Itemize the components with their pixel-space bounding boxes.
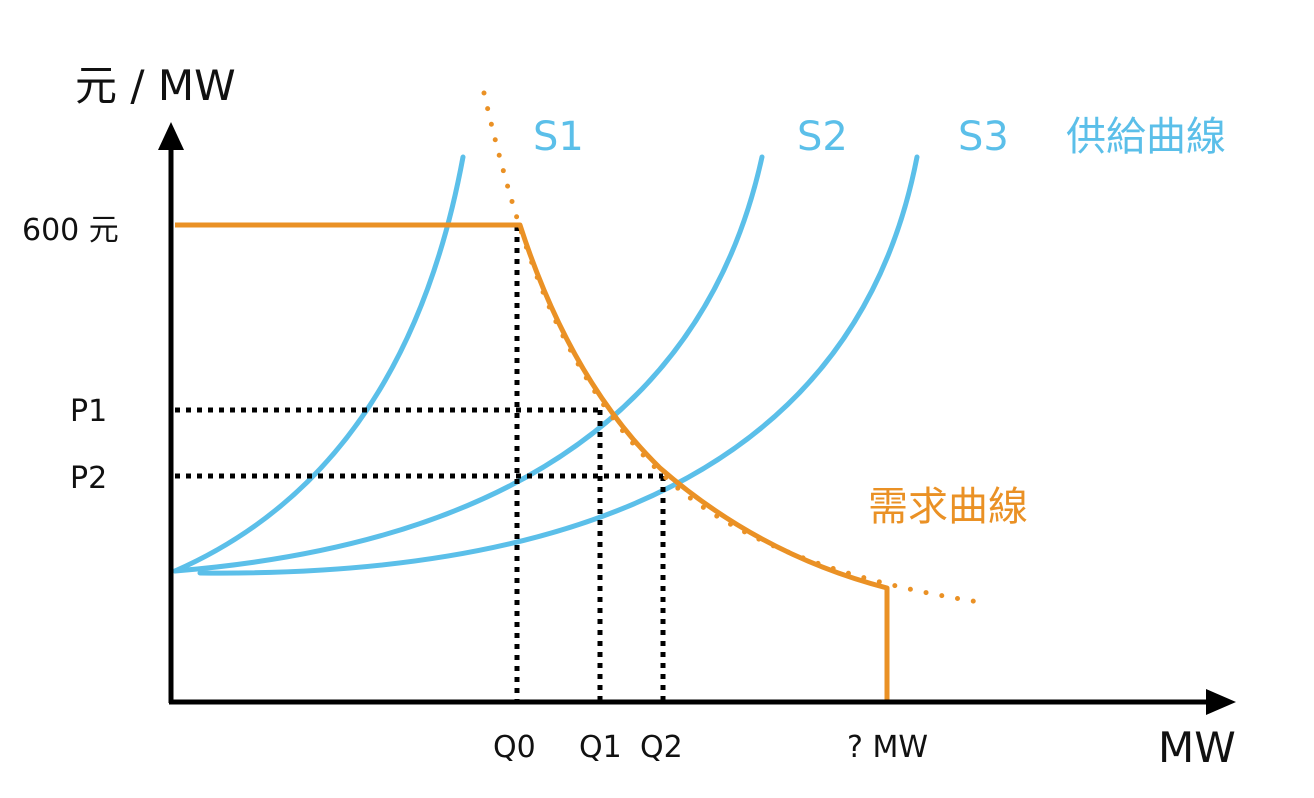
x-axis-title: MW: [1158, 723, 1236, 772]
q1-label: Q1: [579, 730, 622, 765]
supply-label-s2: S2: [797, 114, 848, 160]
price-cap-label: 600 元: [22, 213, 119, 248]
max-quantity-label: ? MW: [847, 730, 928, 765]
supply-curve-s3: [197, 154, 920, 576]
supply-label-s1: S1: [533, 114, 584, 160]
q2-label: Q2: [640, 730, 683, 765]
supply-curve-s2: [172, 154, 765, 574]
p2-label: P2: [70, 461, 107, 496]
supply-curve-title: 供給曲線: [1066, 114, 1226, 160]
y-axis-arrowhead: [158, 122, 184, 150]
demand-curve-title: 需求曲線: [868, 484, 1028, 530]
demand-curve-effective: [175, 222, 890, 700]
q0-label: Q0: [493, 730, 536, 765]
supply-label-s3: S3: [958, 114, 1009, 160]
p1-label: P1: [70, 394, 107, 429]
y-axis-title: 元 / MW: [75, 61, 236, 110]
x-axis-arrowhead: [1206, 689, 1236, 715]
supply-curve-s1: [172, 154, 466, 574]
